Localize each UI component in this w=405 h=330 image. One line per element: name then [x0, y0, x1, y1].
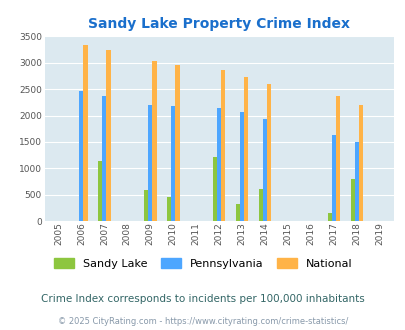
Bar	[239, 112, 244, 221]
Bar	[262, 119, 266, 221]
Title: Sandy Lake Property Crime Index: Sandy Lake Property Crime Index	[88, 17, 350, 31]
Bar	[350, 180, 354, 221]
Legend: Sandy Lake, Pennsylvania, National: Sandy Lake, Pennsylvania, National	[49, 254, 356, 273]
Bar	[258, 189, 262, 221]
Bar	[102, 96, 106, 221]
Bar	[354, 143, 358, 221]
Bar	[335, 96, 339, 221]
Bar	[213, 157, 217, 221]
Bar	[327, 213, 331, 221]
Bar	[358, 105, 362, 221]
Bar	[221, 70, 225, 221]
Bar	[331, 135, 335, 221]
Text: © 2025 CityRating.com - https://www.cityrating.com/crime-statistics/: © 2025 CityRating.com - https://www.city…	[58, 317, 347, 326]
Bar	[152, 61, 156, 221]
Bar	[244, 78, 248, 221]
Bar	[79, 91, 83, 221]
Bar	[148, 105, 152, 221]
Bar	[217, 108, 221, 221]
Bar	[175, 65, 179, 221]
Bar	[106, 50, 110, 221]
Bar	[235, 204, 239, 221]
Bar	[167, 197, 171, 221]
Bar	[98, 161, 102, 221]
Bar	[266, 84, 271, 221]
Bar	[83, 45, 87, 221]
Text: Crime Index corresponds to incidents per 100,000 inhabitants: Crime Index corresponds to incidents per…	[41, 294, 364, 304]
Bar	[171, 106, 175, 221]
Bar	[144, 190, 148, 221]
